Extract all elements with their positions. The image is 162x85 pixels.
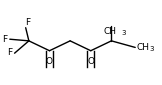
Text: CH: CH [103, 27, 116, 36]
Text: O: O [87, 57, 94, 66]
Text: F: F [3, 35, 8, 44]
Text: 3: 3 [122, 30, 126, 36]
Text: CH: CH [136, 42, 149, 52]
Text: F: F [7, 48, 12, 57]
Text: F: F [25, 18, 30, 27]
Text: 3: 3 [150, 46, 154, 53]
Text: O: O [46, 57, 53, 66]
